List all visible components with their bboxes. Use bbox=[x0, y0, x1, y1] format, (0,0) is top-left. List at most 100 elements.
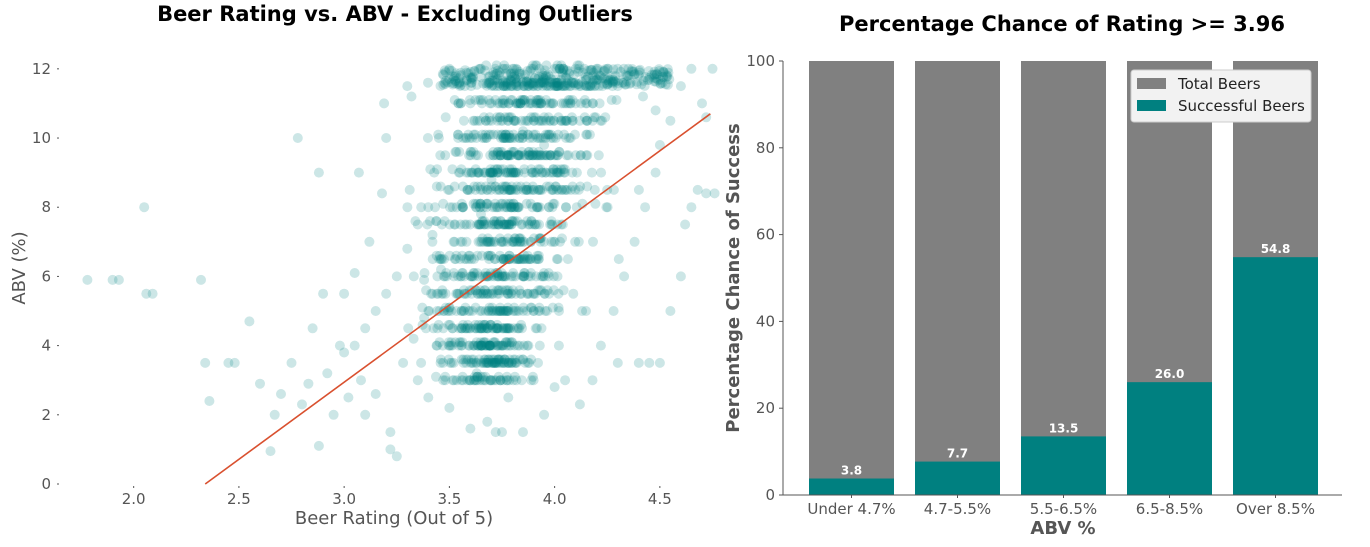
scatter-point bbox=[578, 67, 588, 78]
scatter-point bbox=[147, 288, 158, 299]
scatter-point bbox=[531, 167, 542, 178]
scatter-point bbox=[536, 77, 547, 88]
scatter-point bbox=[526, 302, 537, 313]
scatter-point bbox=[581, 306, 591, 316]
scatter-point bbox=[489, 357, 500, 368]
scatter-y-tick-label: 4 bbox=[41, 337, 51, 355]
scatter-point bbox=[466, 354, 477, 365]
scatter-point bbox=[649, 69, 660, 80]
scatter-point bbox=[525, 95, 536, 105]
scatter-point bbox=[460, 323, 471, 334]
scatter-point bbox=[538, 271, 549, 282]
scatter-point bbox=[484, 77, 495, 88]
scatter-point bbox=[480, 219, 491, 230]
scatter-point bbox=[511, 81, 522, 92]
scatter-point bbox=[526, 254, 537, 265]
scatter-point bbox=[475, 337, 486, 348]
scatter-point bbox=[518, 184, 529, 195]
scatter-point bbox=[493, 323, 503, 334]
scatter-point bbox=[489, 254, 500, 265]
scatter-point bbox=[492, 129, 503, 140]
scatter-point bbox=[470, 319, 481, 330]
scatter-point bbox=[498, 306, 509, 316]
scatter-point bbox=[603, 73, 613, 84]
scatter-point bbox=[459, 81, 470, 92]
scatter-point bbox=[492, 285, 503, 296]
scatter-point bbox=[503, 340, 514, 351]
scatter-point bbox=[526, 167, 537, 178]
scatter-point bbox=[523, 271, 534, 282]
scatter-point bbox=[503, 233, 514, 244]
scatter-point bbox=[472, 268, 483, 278]
scatter-point bbox=[519, 95, 530, 105]
scatter-point bbox=[485, 319, 496, 330]
scatter-point bbox=[465, 323, 476, 334]
scatter-point bbox=[492, 98, 503, 109]
scatter-point bbox=[461, 357, 472, 368]
scatter-point bbox=[462, 323, 472, 334]
scatter-point bbox=[431, 216, 442, 227]
scatter-point bbox=[500, 112, 511, 123]
scatter-point bbox=[470, 164, 481, 175]
bar-y-tick-label: 80 bbox=[756, 139, 775, 157]
scatter-point bbox=[480, 268, 491, 278]
scatter-point bbox=[650, 167, 661, 178]
scatter-point bbox=[546, 98, 557, 109]
scatter-point bbox=[513, 323, 524, 334]
scatter-point bbox=[471, 375, 482, 386]
scatter-point bbox=[591, 63, 602, 74]
scatter-point bbox=[502, 150, 513, 161]
scatter-point bbox=[633, 184, 644, 195]
bar-data-label: 3.8 bbox=[841, 464, 862, 478]
scatter-point bbox=[498, 323, 509, 334]
scatter-point bbox=[544, 129, 555, 140]
scatter-point bbox=[440, 75, 451, 86]
scatter-point bbox=[535, 77, 546, 88]
scatter-point bbox=[438, 357, 449, 368]
scatter-point bbox=[487, 167, 498, 178]
scatter-point bbox=[492, 164, 503, 175]
scatter-point bbox=[661, 70, 672, 81]
scatter-point bbox=[446, 357, 457, 368]
scatter-point bbox=[523, 81, 534, 92]
scatter-point bbox=[530, 150, 541, 161]
scatter-point bbox=[589, 81, 600, 92]
scatter-point bbox=[492, 268, 503, 278]
scatter-point bbox=[507, 216, 518, 227]
scatter-point bbox=[534, 219, 545, 230]
scatter-point bbox=[504, 375, 515, 386]
scatter-point bbox=[469, 371, 480, 382]
scatter-point bbox=[554, 146, 565, 157]
scatter-point bbox=[506, 75, 517, 86]
scatter-point bbox=[141, 288, 152, 299]
scatter-point bbox=[548, 164, 559, 175]
scatter-point bbox=[402, 202, 413, 213]
scatter-point bbox=[503, 392, 514, 403]
scatter-point bbox=[495, 115, 506, 126]
scatter-point bbox=[444, 74, 455, 85]
scatter-point bbox=[535, 285, 545, 296]
scatter-point bbox=[485, 250, 496, 261]
scatter-point bbox=[494, 288, 505, 299]
scatter-point bbox=[553, 167, 564, 178]
scatter-point bbox=[649, 76, 660, 87]
scatter-point bbox=[522, 75, 532, 86]
scatter-point bbox=[492, 112, 502, 123]
scatter-point bbox=[501, 375, 512, 386]
scatter-point bbox=[483, 77, 494, 88]
scatter-point bbox=[511, 306, 522, 316]
scatter-point bbox=[479, 375, 490, 386]
scatter-point bbox=[529, 150, 540, 161]
scatter-point bbox=[560, 184, 571, 195]
scatter-point bbox=[461, 74, 472, 85]
scatter-point bbox=[506, 76, 517, 87]
scatter-point bbox=[512, 323, 523, 334]
scatter-point bbox=[545, 133, 556, 143]
scatter-point bbox=[523, 340, 534, 351]
scatter-point bbox=[463, 129, 474, 140]
scatter-point bbox=[462, 319, 473, 330]
scatter-point bbox=[658, 67, 669, 78]
scatter-point bbox=[501, 219, 512, 230]
scatter-point bbox=[450, 337, 461, 348]
scatter-point bbox=[450, 76, 461, 86]
